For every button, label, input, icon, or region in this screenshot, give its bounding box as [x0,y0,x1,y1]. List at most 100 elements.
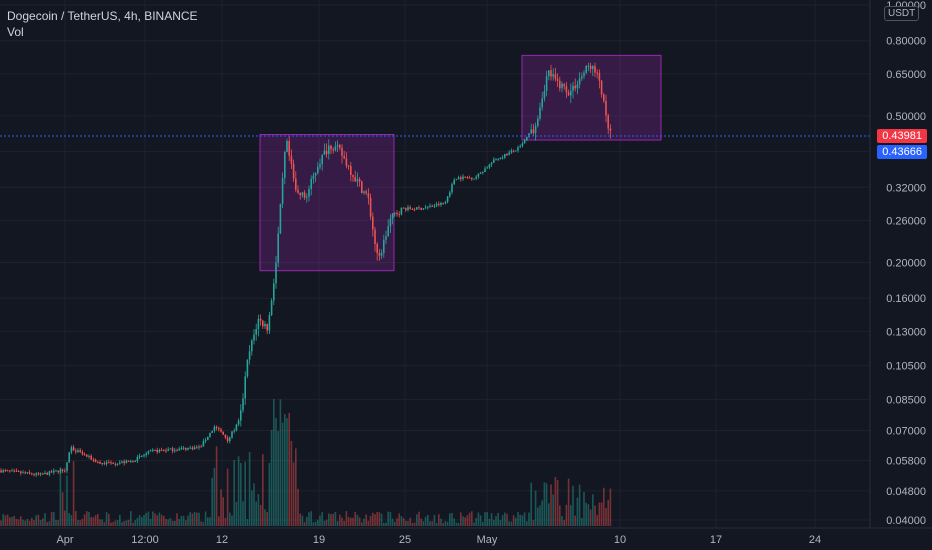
volume-bar [81,518,84,526]
candle-body [255,328,257,335]
volume-bar [28,521,31,526]
time-tick-label: 25 [399,534,411,546]
rectangle-drawing[interactable] [521,54,662,141]
volume-bar [528,512,530,526]
candle-body [277,233,279,263]
volume-bar [33,520,35,526]
candle-body [130,461,132,463]
volume-bar [185,520,187,526]
volume-bar [242,501,244,526]
candle-body [202,441,205,447]
time-tick-label: 10 [614,534,626,546]
volume-bar [215,446,218,526]
candle-body [207,436,209,441]
volume-bar [607,499,609,526]
candle-body [563,83,565,87]
volume-bar [22,519,24,526]
volume-bar [68,513,70,526]
volume-bar [451,512,453,526]
volume-bar [266,512,268,526]
candle-body [68,452,70,463]
time-axis[interactable]: Apr 12:00 12 19 25 May 10 17 24 [56,534,821,546]
volume-bar [378,512,381,526]
candle-body [149,450,152,452]
volume-bar [561,516,563,526]
volume-bar [244,461,246,526]
candle-body [288,140,290,156]
volume-bar [90,517,92,526]
candle-body [457,177,460,180]
candle-body [574,85,576,89]
candle-body [400,207,403,215]
candle-body [521,143,524,147]
volume-bar [57,520,59,526]
candle-body [424,207,427,209]
candle-body [354,176,356,182]
candle-body [182,447,185,449]
currency-badge[interactable]: USDT [884,6,920,21]
candle-body [310,178,312,189]
volume-bar [567,478,570,526]
volume-bar [552,494,554,526]
volume-bar [559,505,561,526]
volume-bar [286,418,288,526]
time-tick-label: 19 [313,534,325,546]
candle-body [114,463,117,465]
time-tick-label: 12 [216,534,228,546]
candle-body [374,229,376,244]
volume-bar [160,514,163,526]
volume-bar [48,521,51,526]
candle-body [418,207,420,209]
candle-body [284,152,286,178]
candle-body [191,447,194,450]
candle-body [31,473,33,475]
candle-body [176,450,178,452]
candle-body [180,448,183,450]
volume-bar [365,514,367,526]
volume-bar [235,501,238,526]
candle-body [211,430,213,433]
volume-bar [253,483,255,526]
volume-bar [603,487,605,526]
volume-bar [457,522,460,526]
candle-body [528,133,530,138]
volume-bar [592,494,594,526]
candle-body [363,191,365,193]
candle-body [64,470,66,472]
volume-bar [328,513,330,526]
volume-bar [191,513,194,526]
candle-body [420,208,422,210]
candle-body [455,179,458,181]
candle-body [532,129,535,134]
volume-bar [449,513,451,526]
volume-bar [193,511,196,526]
candle-body [484,168,486,172]
candle-body [279,203,282,234]
volume-bar [248,452,251,526]
volume-bar [138,515,141,526]
volume-bar [237,456,240,526]
time-tick-label: May [477,534,498,546]
volume-legend: Vol [7,25,24,39]
candle-body [466,177,469,179]
volume-bar [44,513,46,526]
volume-bar [424,516,427,526]
candle-body [226,437,229,442]
candle-body [596,72,598,74]
candle-body [13,470,15,472]
volume-bar [405,520,407,526]
candle-body [361,181,363,193]
candle-body [72,447,75,451]
candle-body [127,460,130,462]
candle-body [493,159,495,163]
candle-body [394,212,396,214]
volume-bar [270,429,273,526]
volume-bar [105,512,108,526]
candle-body [314,172,317,176]
candle-body [9,470,11,472]
volume-bar [422,521,425,526]
candle-body [185,447,187,450]
candle-body [530,129,532,134]
volume-bar [521,515,524,526]
